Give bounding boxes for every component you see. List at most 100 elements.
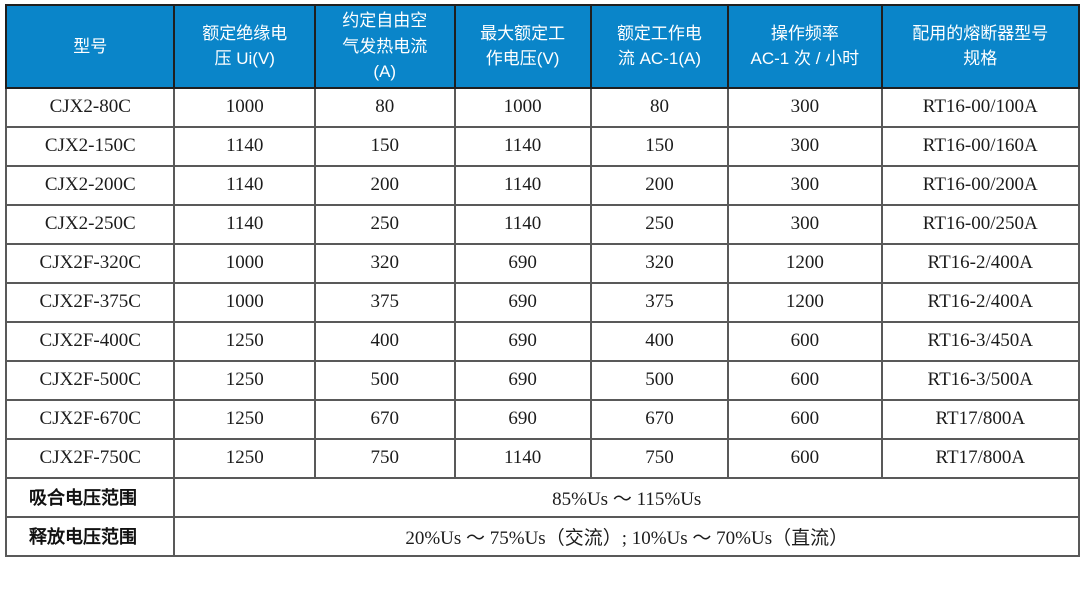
table-cell: 690 bbox=[453, 242, 592, 284]
table-cell: 300 bbox=[727, 164, 883, 206]
table-body: CJX2-80C 1000 80 1000 80 300 RT16-00/100A CJX2-… bbox=[4, 86, 1081, 557]
footer-value: 85%Us ～ 115%Us bbox=[173, 476, 1080, 518]
table-cell: 375 bbox=[589, 281, 730, 323]
table-cell: 375 bbox=[314, 281, 456, 323]
table-cell: 1200 bbox=[727, 242, 883, 284]
table-row: CJX2-150C 1140 150 1140 150 300 RT16-00/160A bbox=[4, 125, 1081, 167]
table-cell: RT16-2/400A bbox=[880, 281, 1081, 323]
column-header-line: 规格 bbox=[963, 49, 998, 69]
column-header-line: 压 Ui(V) bbox=[214, 49, 275, 69]
table-cell: 600 bbox=[727, 398, 883, 440]
table-cell: 690 bbox=[453, 281, 592, 323]
model-cell: CJX2-150C bbox=[4, 125, 176, 167]
column-header-line: 作电压(V) bbox=[485, 49, 560, 69]
column-header-line: 额定绝缘电 bbox=[202, 23, 288, 43]
footer-row: 吸合电压范围 85%Us ～ 115%Us bbox=[4, 476, 1080, 518]
model-cell: CJX2F-320C bbox=[4, 242, 176, 284]
table-cell: 690 bbox=[453, 320, 592, 362]
header-row: 型号 额定绝缘电压 Ui(V) 约定自由空 气发热电流 (A) 最大额定工 作电压(V) 额定… bbox=[4, 4, 1081, 89]
table-cell: 1250 bbox=[173, 359, 317, 401]
table-row: CJX2-200C 1140 200 1140 200 300 RT16-00/200A bbox=[4, 164, 1081, 206]
column-header-line: 型号 bbox=[73, 36, 108, 56]
footer-row: 释放电压范围 20%Us ～ 75%Us（交流）; 10%Us ～ 70%Us（直… bbox=[4, 515, 1080, 557]
table-cell: 1140 bbox=[173, 125, 317, 167]
model-cell: CJX2-200C bbox=[4, 164, 176, 206]
model-cell: CJX2F-400C bbox=[4, 320, 176, 362]
table-cell: 300 bbox=[727, 86, 883, 128]
table-cell: 400 bbox=[314, 320, 456, 362]
table-cell: 750 bbox=[589, 437, 730, 479]
table-cell: 600 bbox=[727, 320, 883, 362]
table-cell: 250 bbox=[589, 203, 730, 245]
table-row: CJX2F-400C 1250 400 690 400 600 RT16-3/450A bbox=[4, 320, 1081, 362]
table-cell: 80 bbox=[589, 86, 730, 128]
table-cell: RT16-00/100A bbox=[880, 86, 1081, 128]
table-row: CJX2F-320C 1000 320 690 320 1200 RT16-2/400A bbox=[4, 242, 1081, 284]
table-cell: RT16-00/250A bbox=[880, 203, 1081, 245]
table-cell: 1000 bbox=[453, 86, 592, 128]
table-cell: 690 bbox=[453, 398, 592, 440]
column-header-line: 流 AC-1(A) bbox=[617, 49, 701, 69]
table-cell: 600 bbox=[727, 359, 883, 401]
table-cell: 1140 bbox=[173, 164, 317, 206]
table-cell: 200 bbox=[589, 164, 730, 206]
model-cell: CJX2-250C bbox=[4, 203, 176, 245]
column-header-line: (A) bbox=[373, 62, 397, 81]
footer-label: 释放电压范围 bbox=[4, 515, 176, 557]
table-row: CJX2F-375C 1000 375 690 375 1200 RT16-2/400A bbox=[4, 281, 1081, 323]
table-cell: 1000 bbox=[173, 242, 317, 284]
table-cell: RT16-3/450A bbox=[880, 320, 1081, 362]
model-cell: CJX2F-500C bbox=[4, 359, 176, 401]
column-header: 配用的熔断器型号 规格 bbox=[880, 4, 1081, 89]
table-cell: 1250 bbox=[173, 398, 317, 440]
column-header: 最大额定工作电压(V) bbox=[453, 4, 592, 89]
column-header-line: 配用的熔断器型号 bbox=[912, 23, 1049, 43]
table-cell: RT16-2/400A bbox=[880, 242, 1081, 284]
table-cell: 500 bbox=[314, 359, 456, 401]
table-cell: RT16-00/200A bbox=[880, 164, 1081, 206]
table-cell: 750 bbox=[314, 437, 456, 479]
column-header: 额定绝缘电压 Ui(V) bbox=[173, 4, 317, 89]
table-cell: 1140 bbox=[453, 203, 592, 245]
table-cell: 600 bbox=[727, 437, 883, 479]
table-cell: 500 bbox=[589, 359, 730, 401]
table-cell: 300 bbox=[727, 203, 883, 245]
table-cell: 150 bbox=[314, 125, 456, 167]
column-header-line: AC-1 次 / 小时 bbox=[750, 49, 860, 69]
table-cell: 670 bbox=[589, 398, 730, 440]
column-header: 型号 bbox=[4, 4, 176, 89]
table-row: CJX2F-750C 1250 750 1140 750 600 RT17/800A bbox=[4, 437, 1081, 479]
table-cell: 670 bbox=[314, 398, 456, 440]
table-cell: 400 bbox=[589, 320, 730, 362]
table-cell: RT17/800A bbox=[880, 398, 1081, 440]
spec-sheet-page: 型号 额定绝缘电压 Ui(V) 约定自由空 气发热电流 (A) 最大额定工 作电压(V) 额定… bbox=[4, 4, 1081, 557]
table-cell: RT17/800A bbox=[880, 437, 1081, 479]
column-header: 额定工作电流 AC-1(A) bbox=[589, 4, 730, 89]
table-cell: RT16-3/500A bbox=[880, 359, 1081, 401]
footer-value: 20%Us ～ 75%Us（交流）; 10%Us ～ 70%Us（直流） bbox=[173, 515, 1080, 557]
column-header-line: 最大额定工 bbox=[480, 23, 566, 43]
table-cell: 1140 bbox=[453, 125, 592, 167]
column-header-line: 约定自由空 bbox=[342, 11, 428, 30]
table-cell: 150 bbox=[589, 125, 730, 167]
table-cell: 1140 bbox=[453, 164, 592, 206]
table-cell: 250 bbox=[314, 203, 456, 245]
footer-label: 吸合电压范围 bbox=[4, 476, 176, 518]
table-cell: 1000 bbox=[173, 86, 317, 128]
table-row: CJX2F-670C 1250 670 690 670 600 RT17/800A bbox=[4, 398, 1081, 440]
model-cell: CJX2-80C bbox=[4, 86, 176, 128]
table-cell: 320 bbox=[589, 242, 730, 284]
model-cell: CJX2F-670C bbox=[4, 398, 176, 440]
table-cell: 1250 bbox=[173, 437, 317, 479]
column-header: 约定自由空 气发热电流 (A) bbox=[314, 4, 456, 89]
table-row: CJX2-250C 1140 250 1140 250 300 RT16-00/250A bbox=[4, 203, 1081, 245]
column-header-line: 额定工作电 bbox=[616, 23, 702, 43]
table-cell: 690 bbox=[453, 359, 592, 401]
model-cell: CJX2F-750C bbox=[4, 437, 176, 479]
contactor-spec-table: 型号 额定绝缘电压 Ui(V) 约定自由空 气发热电流 (A) 最大额定工 作电压(V) 额定… bbox=[4, 4, 1081, 557]
table-cell: 1140 bbox=[173, 203, 317, 245]
table-row: CJX2F-500C 1250 500 690 500 600 RT16-3/500A bbox=[4, 359, 1081, 401]
table-row: CJX2-80C 1000 80 1000 80 300 RT16-00/100A bbox=[4, 86, 1081, 128]
table-cell: 200 bbox=[314, 164, 456, 206]
table-cell: 80 bbox=[314, 86, 456, 128]
